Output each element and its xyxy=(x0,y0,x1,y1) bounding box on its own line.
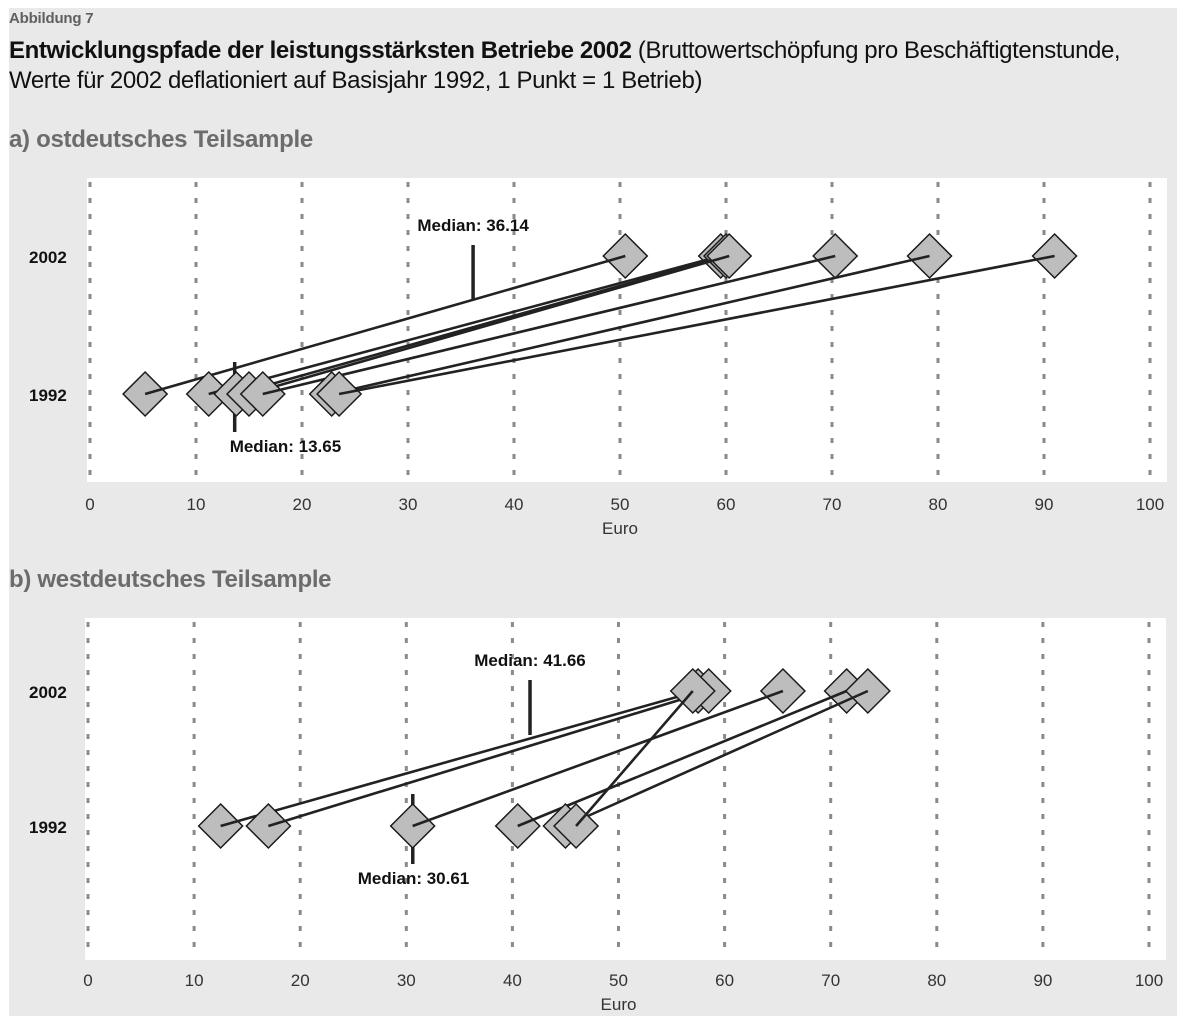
figure-title: Entwicklungspfade der leistungsstärksten… xyxy=(9,36,1169,96)
panel-a-title: a) ostdeutsches Teilsample xyxy=(9,126,313,153)
firm-path xyxy=(316,232,1078,418)
y-category-label: 2002 xyxy=(29,683,67,702)
x-tick-label: 0 xyxy=(83,971,92,990)
firm-path xyxy=(239,232,859,418)
median-label: Median: 13.65 xyxy=(230,437,342,456)
median-marker: Median: 41.66 xyxy=(474,651,586,735)
firm-connector xyxy=(220,689,699,828)
y-category-label: 1992 xyxy=(29,818,67,837)
x-tick-label: 50 xyxy=(609,971,628,990)
firm-path xyxy=(552,667,716,850)
firm-connector xyxy=(412,689,784,828)
figure-title-bold: Entwicklungspfade der leistungsstärksten… xyxy=(9,37,632,64)
firm-connector xyxy=(248,254,730,396)
firm-connector xyxy=(267,689,710,828)
x-tick-label: 70 xyxy=(823,495,842,514)
panel-a-chart: 0 10 20 30 40 50 60 70 80 90 100 Euro 2002 1992 Median… xyxy=(29,178,1167,538)
median-label: Median: 41.66 xyxy=(474,651,586,670)
x-tick-label: 50 xyxy=(611,495,630,514)
x-tick-label: 0 xyxy=(85,495,94,514)
firm-path xyxy=(389,667,807,850)
x-tick-label: 80 xyxy=(929,495,948,514)
firm-connector xyxy=(208,254,722,396)
x-tick-label: 10 xyxy=(187,495,206,514)
firm-connector xyxy=(144,254,626,396)
figure-label: Abbildung 7 xyxy=(9,10,94,27)
median-label: Median: 36.14 xyxy=(417,216,529,235)
firm-connector xyxy=(564,689,869,828)
x-tick-label: 30 xyxy=(397,971,416,990)
x-axis-label: Euro xyxy=(601,995,637,1014)
x-tick-label: 80 xyxy=(927,971,946,990)
x-tick-label: 20 xyxy=(293,495,312,514)
plot-area xyxy=(87,178,1167,482)
x-tick-label: 20 xyxy=(291,971,310,990)
x-tick-label: 60 xyxy=(717,495,736,514)
x-axis-label: Euro xyxy=(602,519,638,538)
median-marker: Median: 36.14 xyxy=(417,216,529,300)
firm-connector xyxy=(331,254,930,396)
plot-area xyxy=(85,618,1166,960)
y-category-label: 2002 xyxy=(29,248,67,267)
x-tick-label: 40 xyxy=(505,495,524,514)
firm-connector xyxy=(517,689,848,828)
panel-b-chart: 0 10 20 30 40 50 60 70 80 90 100 Euro 2002 1992 Median… xyxy=(29,618,1166,1014)
panel-b-title: b) westdeutsches Teilsample xyxy=(9,566,332,593)
x-tick-label: 90 xyxy=(1035,495,1054,514)
x-tick-label: 60 xyxy=(715,971,734,990)
x-tick-label: 70 xyxy=(821,971,840,990)
firm-connector xyxy=(575,690,694,827)
firm-connector xyxy=(262,254,836,396)
firm-path xyxy=(122,232,649,418)
x-tick-label: 100 xyxy=(1136,495,1164,514)
firm-connector xyxy=(338,254,1055,396)
firm-connector xyxy=(235,254,727,396)
x-tick-label: 10 xyxy=(185,971,204,990)
x-tick-label: 100 xyxy=(1135,971,1163,990)
x-tick-label: 90 xyxy=(1033,971,1052,990)
figure-title-rest: (Bruttowertschöpfung pro Beschäftigtenst… xyxy=(9,37,1121,94)
y-category-label: 1992 xyxy=(29,386,67,405)
median-label: Median: 30.61 xyxy=(358,869,470,888)
x-tick-label: 30 xyxy=(399,495,418,514)
x-tick-label: 40 xyxy=(503,971,522,990)
